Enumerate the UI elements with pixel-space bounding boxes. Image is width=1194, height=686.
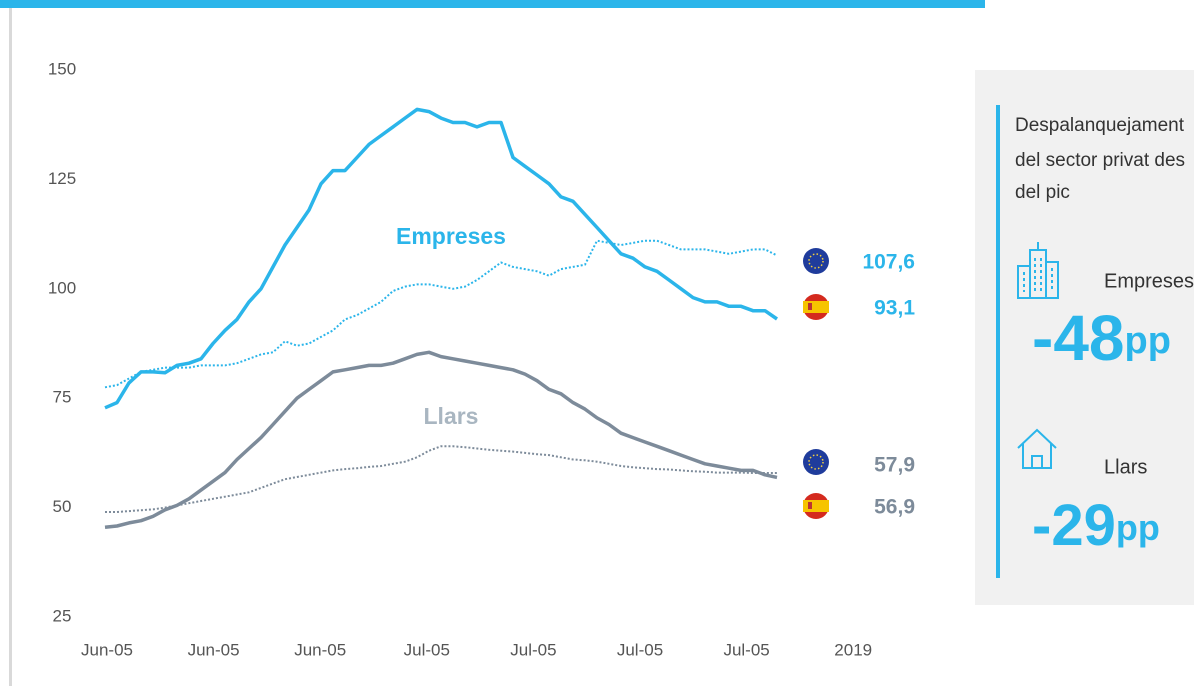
annotation: Llars: [424, 403, 479, 429]
x-tick-label: Jun-05: [81, 640, 133, 659]
unit: pp: [1125, 320, 1171, 362]
end-label: 93,1: [874, 297, 915, 320]
item-value: -48pp: [1032, 302, 1171, 374]
es-flag: [803, 294, 829, 320]
x-tick-label: Jul-05: [617, 640, 663, 659]
x-tick-label: Jul-05: [404, 640, 450, 659]
y-tick-label: 25: [53, 606, 72, 625]
y-tick-label: 50: [53, 497, 72, 516]
eu-flag: [803, 449, 829, 475]
y-tick-label: 125: [48, 169, 76, 188]
side-panel: [975, 70, 1194, 605]
y-tick-label: 75: [53, 388, 72, 407]
end-label: 57,9: [874, 454, 915, 477]
end-label: 56,9: [874, 496, 915, 519]
building-icon: [1017, 242, 1059, 299]
eu-flag: [803, 248, 829, 274]
x-tick-label: Jul-05: [723, 640, 769, 659]
series-line: [105, 445, 777, 513]
annotation: Empreses: [396, 223, 506, 249]
x-tick-label: Jul-05: [510, 640, 556, 659]
panel-heading: Despalanquejament: [1015, 115, 1185, 136]
item-value: -29pp: [1032, 493, 1160, 558]
panel-heading: del pic: [1015, 182, 1070, 203]
value: -29: [1032, 493, 1116, 558]
item-label: Empreses: [1104, 270, 1194, 292]
series-line: [104, 107, 778, 410]
top-bar: [0, 0, 985, 8]
x-tick-label: 2019: [834, 640, 872, 659]
panel-heading: del sector privat des: [1015, 150, 1185, 171]
value: -48: [1032, 302, 1125, 374]
x-tick-label: Jun-05: [294, 640, 346, 659]
left-rule: [9, 8, 12, 686]
es-flag: [803, 493, 829, 519]
series-line: [104, 350, 778, 530]
panel-rule: [996, 105, 1000, 578]
end-label: 107,6: [862, 251, 915, 274]
y-tick-label: 150: [48, 59, 76, 78]
x-tick-label: Jun-05: [188, 640, 240, 659]
y-tick-label: 100: [48, 278, 76, 297]
house-icon: [1017, 428, 1057, 469]
unit: pp: [1116, 507, 1160, 548]
series-line: [104, 239, 778, 389]
item-label: Llars: [1104, 456, 1147, 478]
